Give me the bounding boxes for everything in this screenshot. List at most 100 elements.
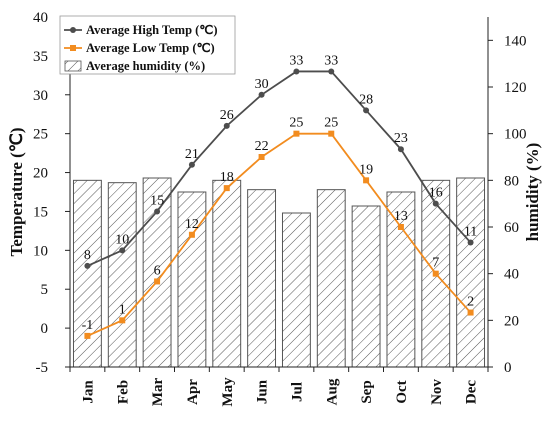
low-temp-label: 25	[324, 116, 338, 131]
x-tick-label-sep: Sep	[359, 380, 375, 403]
low-temp-point	[363, 177, 370, 184]
x-tick-label-jun: Jun	[255, 379, 271, 404]
y-axis-title: Temperature (℃)	[7, 127, 26, 256]
high-temp-label: 33	[324, 53, 338, 68]
y2-tick-label: 80	[504, 173, 519, 189]
humidity-bar-jun	[247, 189, 277, 368]
high-temp-point	[432, 200, 439, 207]
x-tick-label-aug: Aug	[324, 378, 340, 405]
humidity-bar-jul	[281, 212, 311, 368]
y2-tick-label: 60	[504, 220, 519, 236]
y-tick-label: 30	[33, 88, 48, 104]
high-temp-point	[84, 262, 91, 269]
low-temp-label: 12	[185, 217, 199, 232]
low-temp-point	[328, 130, 335, 137]
x-tick-label-jan: Jan	[80, 380, 96, 404]
low-temp-point	[154, 278, 161, 285]
x-tick-label-apr: Apr	[185, 379, 201, 405]
legend-low-label: Average Low Temp (℃)	[86, 41, 215, 55]
low-temp-point	[223, 185, 230, 192]
y-tick-label: 15	[33, 204, 48, 220]
y-tick-label: 10	[33, 243, 48, 259]
temperature-lines	[84, 68, 474, 339]
low-temp-point	[119, 317, 126, 324]
high-temp-label: 30	[255, 77, 269, 92]
high-temp-label: 15	[150, 193, 164, 208]
low-temp-point	[467, 309, 474, 316]
legend-low-marker	[70, 45, 76, 51]
high-temp-point	[154, 208, 161, 215]
low-temp-point	[84, 332, 91, 339]
high-temp-point	[397, 146, 404, 153]
low-temp-point	[258, 154, 265, 160]
x-tick-label-jul: Jul	[289, 382, 305, 402]
axes: -5 0 5 10 15 20 25 30 35 40 0 20 40 60 80 100 120 140 Jan F…	[33, 10, 527, 407]
x-tick-label-nov: Nov	[429, 379, 445, 405]
high-temp-point	[223, 122, 230, 129]
humidity-bar-may	[212, 179, 242, 368]
high-temp-point	[293, 68, 300, 75]
low-temp-label: 22	[255, 139, 269, 154]
y-tick-label: 20	[33, 166, 48, 182]
x-tick-label-may: May	[220, 377, 236, 407]
high-temp-point	[188, 161, 195, 168]
high-temp-line	[87, 70, 472, 267]
high-temp-label: 10	[115, 232, 129, 247]
legend-humidity-label: Average humidity (%)	[86, 59, 205, 73]
y2-tick-label: 0	[504, 360, 512, 376]
high-temp-label: 11	[464, 225, 477, 240]
low-temp-label: 19	[359, 162, 373, 177]
low-temp-label: 18	[220, 170, 234, 185]
high-temp-point	[467, 239, 474, 246]
x-tick-label-feb: Feb	[115, 380, 131, 404]
legend-high-marker	[70, 27, 76, 33]
low-temp-line	[87, 132, 472, 337]
low-temp-label: -1	[82, 318, 94, 333]
high-temp-label: 21	[185, 147, 199, 162]
legend-box	[59, 15, 236, 75]
low-temp-label: 25	[289, 116, 303, 131]
low-temp-label: 7	[432, 256, 439, 271]
legend-item-humidity: Average humidity (%)	[64, 59, 205, 73]
humidity-bar-aug	[316, 189, 346, 368]
high-temp-point	[328, 68, 335, 75]
y-tick-label: 35	[33, 49, 48, 65]
y2-tick-label: 20	[504, 313, 519, 329]
y-tick-label: -5	[36, 360, 49, 376]
low-temp-label: 6	[154, 263, 161, 278]
low-temp-label: 2	[467, 295, 474, 310]
legend-item-high: Average High Temp (℃)	[64, 23, 218, 37]
y2-tick-label: 120	[504, 80, 527, 96]
legend: Average High Temp (℃) Average Low Temp (…	[59, 15, 236, 75]
legend-item-low: Average Low Temp (℃)	[64, 41, 215, 55]
low-temp-point	[188, 231, 195, 238]
low-temp-point	[293, 130, 300, 137]
high-temp-point	[119, 247, 126, 254]
high-temp-label: 26	[220, 108, 234, 123]
high-temp-label: 16	[429, 186, 443, 201]
y2-axis-title: humidity (%)	[523, 143, 542, 242]
y2-tick-label: 140	[504, 33, 527, 49]
high-temp-label: 8	[84, 248, 91, 263]
y-tick-label: 0	[41, 321, 49, 337]
high-temp-label: 33	[289, 53, 303, 68]
low-temp-label: 1	[119, 302, 126, 317]
y2-tick-label: 100	[504, 127, 527, 143]
low-temp-point	[397, 224, 404, 230]
humidity-bar-dec	[456, 177, 486, 368]
humidity-bar-sep	[351, 205, 381, 368]
high-temp-label: 28	[359, 92, 373, 107]
x-tick-label-dec: Dec	[464, 380, 480, 404]
high-temp-label: 23	[394, 131, 408, 146]
legend-humidity-swatch	[64, 60, 82, 72]
y2-tick-label: 40	[504, 267, 519, 283]
x-tick-label-mar: Mar	[150, 378, 166, 407]
humidity-bar-feb	[107, 182, 137, 368]
humidity-bars	[72, 177, 486, 368]
high-temp-point	[363, 107, 370, 114]
y-tick-label: 40	[33, 10, 48, 26]
humidity-bar-jan	[72, 179, 102, 368]
low-temp-point	[432, 270, 439, 277]
